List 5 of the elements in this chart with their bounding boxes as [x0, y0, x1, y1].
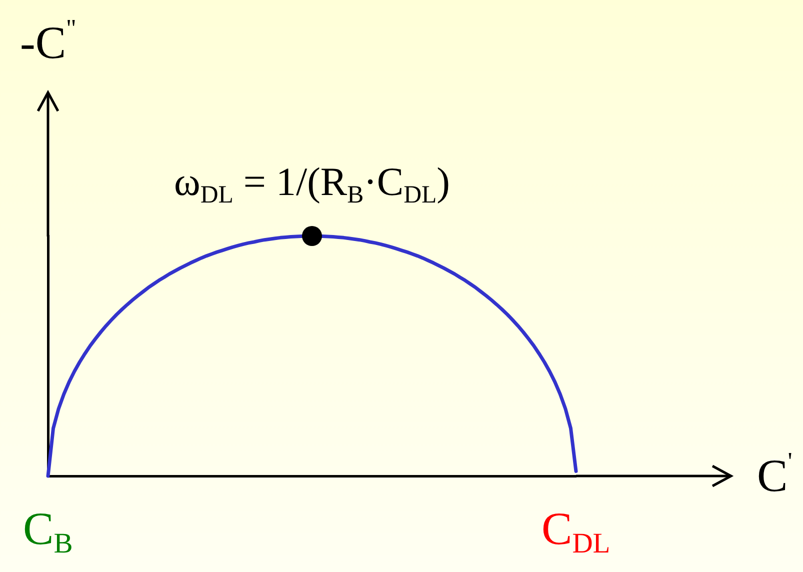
text: ω$_{DL}$ = 1/(R$_{B}$·C$_{DL}$) — [174, 159, 450, 208]
x-tick-label: C$_{B}$ — [23, 503, 73, 560]
y-axis-title: -C$^{"}$ — [20, 14, 76, 68]
x-axis-title: C$^{'}$ — [757, 448, 792, 501]
x-tick-label: C$_{DL}$ — [542, 503, 610, 560]
